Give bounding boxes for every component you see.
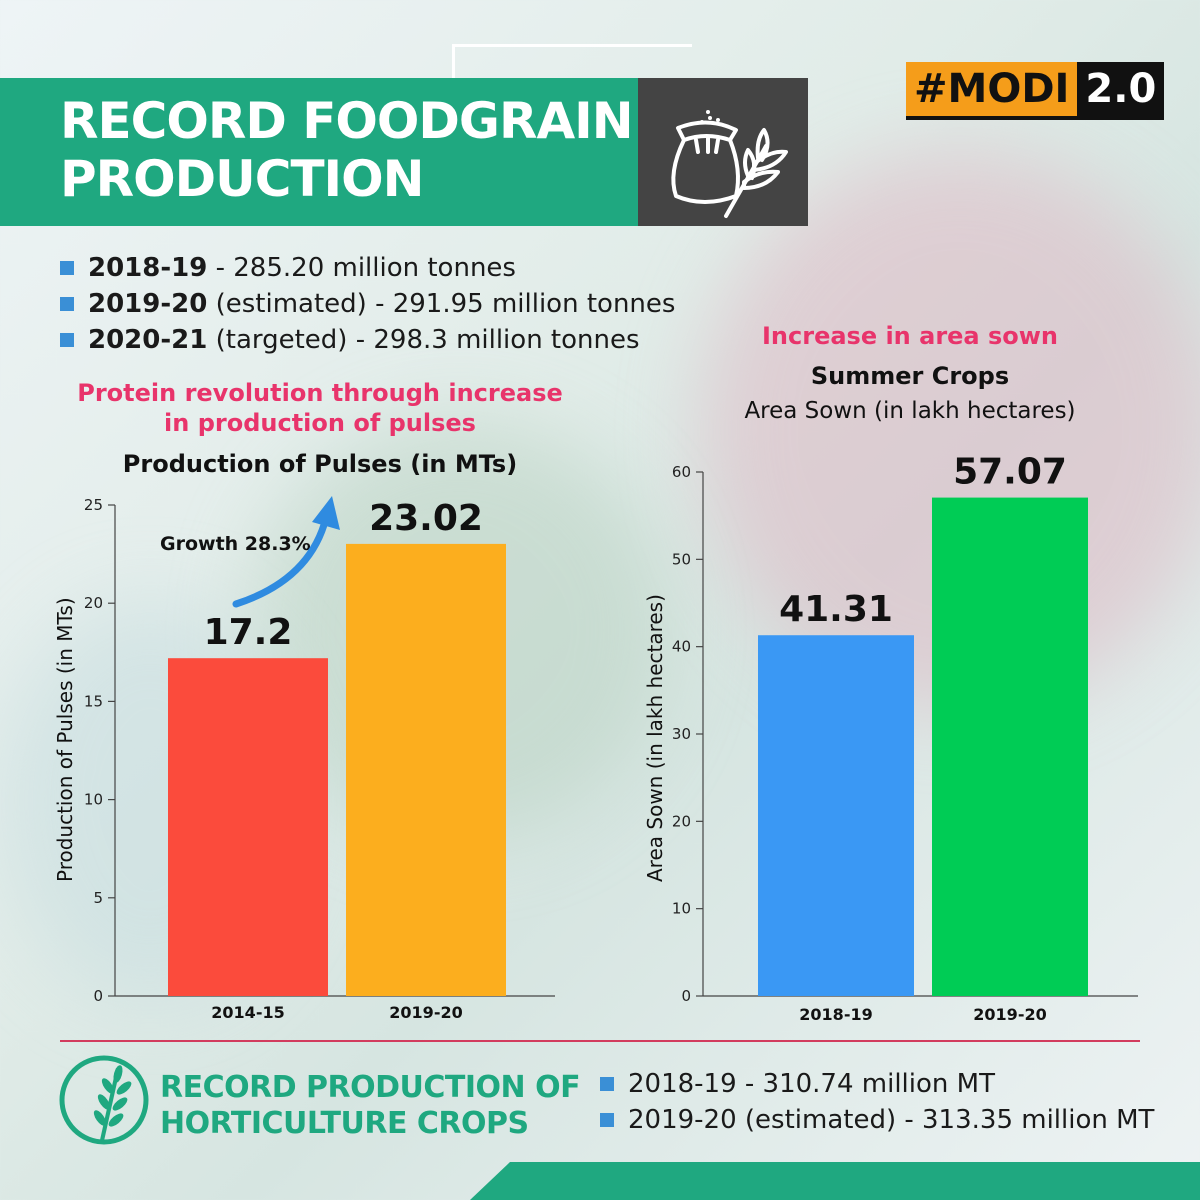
list-item-year: 2020-21	[88, 325, 208, 355]
bullet-square-icon	[60, 297, 74, 311]
page-title-line1: RECORD FOODGRAIN	[60, 92, 634, 150]
bullet-square-icon	[60, 261, 74, 275]
bullet-square-icon	[600, 1113, 614, 1127]
pulses-y-tick-label: 20	[84, 594, 103, 612]
pulses-x-tick-label: 2019-20	[389, 1003, 462, 1022]
modi-hashtag: #MODI	[906, 62, 1078, 120]
list-item: 2019-20 (estimated) - 291.95 million ton…	[60, 286, 675, 322]
area-chart-title: Area Sown (in lakh hectares)	[744, 398, 1076, 424]
bullet-square-icon	[600, 1077, 614, 1091]
wheat-circle-icon	[59, 1055, 149, 1145]
list-item: 2018-19 - 310.74 million MT	[600, 1066, 1154, 1102]
area-subheading: Summer Crops	[810, 362, 1010, 390]
horticulture-title-line2: HORTICULTURE CROPS	[160, 1106, 529, 1141]
page-title-line2: PRODUCTION	[60, 150, 425, 208]
area-y-axis-title: Area Sown (in lakh hectares)	[643, 594, 667, 882]
area-y-tick-label: 40	[672, 638, 691, 656]
list-item-qualifier: (estimated)	[215, 289, 367, 319]
list-item: 2018-19 - 285.20 million tonnes	[60, 250, 675, 286]
modi-badge: #MODI 2.0	[906, 62, 1165, 120]
pulses-chart-title: Production of Pulses (in MTs)	[122, 450, 518, 478]
area-x-tick-label: 2019-20	[973, 1005, 1046, 1024]
list-item-year: 2018-19	[88, 253, 208, 283]
list-item-year: 2019-20	[88, 289, 208, 319]
horticulture-title: RECORD PRODUCTION OF HORTICULTURE CROPS	[160, 1070, 581, 1142]
background-blur	[0, 600, 300, 1000]
foodgrain-list: 2018-19 - 285.20 million tonnes 2019-20 …	[60, 250, 675, 358]
bullet-square-icon	[60, 333, 74, 347]
list-item-value: - 291.95 million tonnes	[375, 289, 676, 319]
list-item: 2019-20 (estimated) - 313.35 million MT	[600, 1102, 1154, 1138]
list-item: 2020-21 (targeted) - 298.3 million tonne…	[60, 322, 675, 358]
frame-line	[452, 44, 455, 80]
page-title: RECORD FOODGRAIN PRODUCTION	[60, 92, 640, 208]
section-divider	[60, 1040, 1140, 1042]
grain-sack-icon-box	[638, 78, 808, 226]
footer-band	[470, 1162, 1200, 1200]
pulses-heading-line2: in production of pulses	[164, 409, 476, 437]
pulses-x-tick-label: 2014-15	[211, 1003, 284, 1022]
pulses-heading: Protein revolution through increase in p…	[40, 378, 600, 438]
area-x-tick-label: 2018-19	[799, 1005, 872, 1024]
background-blur	[700, 150, 1200, 710]
pulses-y-axis-title: Production of Pulses (in MTs)	[53, 597, 77, 882]
grain-sack-icon	[671, 110, 788, 218]
horticulture-list: 2018-19 - 310.74 million MT 2019-20 (est…	[600, 1066, 1154, 1138]
area-y-tick-label: 20	[672, 812, 691, 830]
list-item-value: - 285.20 million tonnes	[215, 253, 516, 283]
area-y-tick-label: 0	[681, 987, 691, 1005]
area-y-tick-label: 60	[672, 463, 691, 481]
list-item-value: - 298.3 million tonnes	[355, 325, 640, 355]
list-item-text: 2019-20 (estimated) - 313.35 million MT	[628, 1105, 1155, 1135]
list-item-qualifier: (targeted)	[215, 325, 348, 355]
area-heading: Increase in area sown	[761, 322, 1059, 350]
area-y-tick-label: 50	[672, 550, 691, 568]
header-band	[0, 78, 640, 226]
pulses-y-tick-label: 25	[84, 496, 103, 514]
background-blur	[250, 420, 670, 840]
pulses-heading-line1: Protein revolution through increase	[77, 379, 563, 407]
horticulture-title-line1: RECORD PRODUCTION OF	[160, 1070, 581, 1105]
area-y-tick-label: 10	[672, 900, 691, 918]
frame-line	[452, 44, 692, 47]
area-y-tick-label: 30	[672, 725, 691, 743]
modi-version: 2.0	[1077, 62, 1165, 120]
list-item-text: 2018-19 - 310.74 million MT	[628, 1069, 995, 1099]
